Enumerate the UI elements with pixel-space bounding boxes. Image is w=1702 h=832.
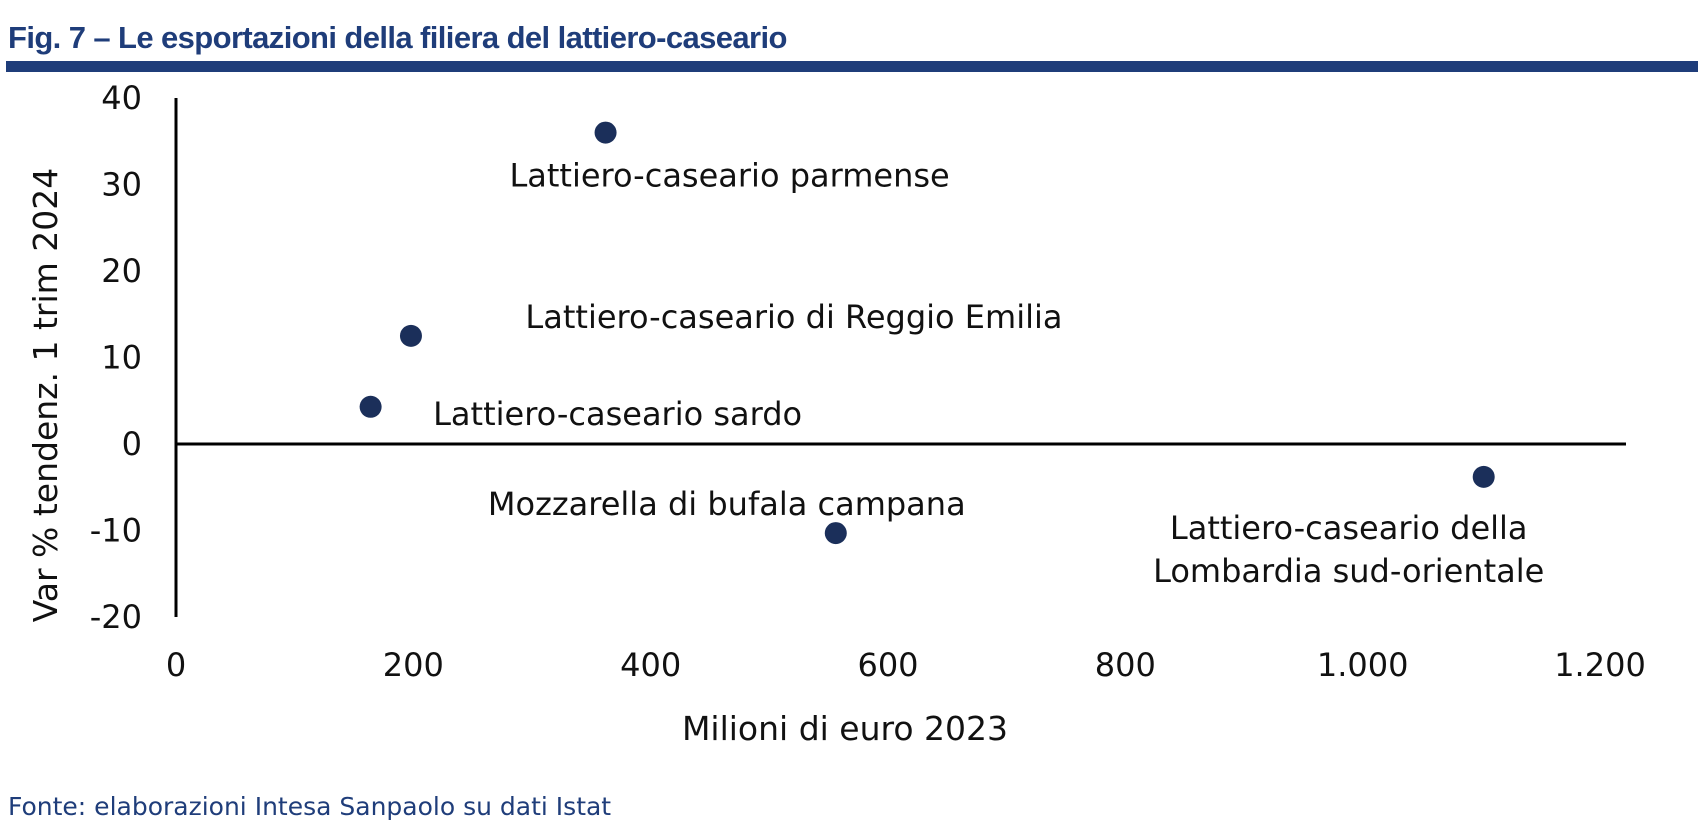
point-label: Lattiero-caseario sardo [433, 395, 802, 433]
y-tick-label: -20 [90, 598, 142, 636]
x-tick-label: 1.200 [1554, 646, 1646, 684]
x-axis-label: Milioni di euro 2023 [682, 709, 1008, 748]
x-tick-label: 400 [620, 646, 681, 684]
x-tick-label: 600 [857, 646, 918, 684]
scatter-point [594, 121, 617, 144]
scatter-point [359, 395, 382, 418]
y-axis-label: Var % tendenz. 1 trim 2024 [26, 168, 65, 623]
x-tick-label: 800 [1095, 646, 1156, 684]
y-tick-label: -10 [90, 512, 142, 550]
point-labels: Lattiero-caseario parmense Lattiero-casea… [433, 157, 1544, 590]
y-tick-label: 20 [101, 252, 142, 290]
axes [174, 98, 1626, 617]
point-label: Lombardia sud-orientale [1153, 552, 1544, 590]
point-label: Lattiero-caseario della [1170, 509, 1528, 547]
title-rule [6, 61, 1698, 72]
data-points [359, 121, 1495, 545]
scatter-point [824, 522, 847, 545]
x-tick-label: 200 [383, 646, 444, 684]
scatter-point [399, 324, 422, 347]
point-label: Lattiero-caseario parmense [509, 157, 949, 195]
y-tick-label: 40 [101, 79, 142, 117]
source-note: Fonte: elaborazioni Intesa Sanpaolo su d… [8, 792, 612, 821]
scatter-point [1472, 465, 1495, 488]
figure-title: Fig. 7 – Le esportazioni della filiera d… [8, 20, 787, 55]
y-tick-label: 0 [122, 425, 142, 463]
x-tick-label: 0 [166, 646, 186, 684]
point-label: Mozzarella di bufala campana [488, 485, 966, 523]
x-tick-label: 1.000 [1317, 646, 1409, 684]
point-label: Lattiero-caseario di Reggio Emilia [525, 298, 1062, 336]
y-tick-label: 10 [101, 339, 142, 377]
y-tick-label: 30 [101, 166, 142, 204]
